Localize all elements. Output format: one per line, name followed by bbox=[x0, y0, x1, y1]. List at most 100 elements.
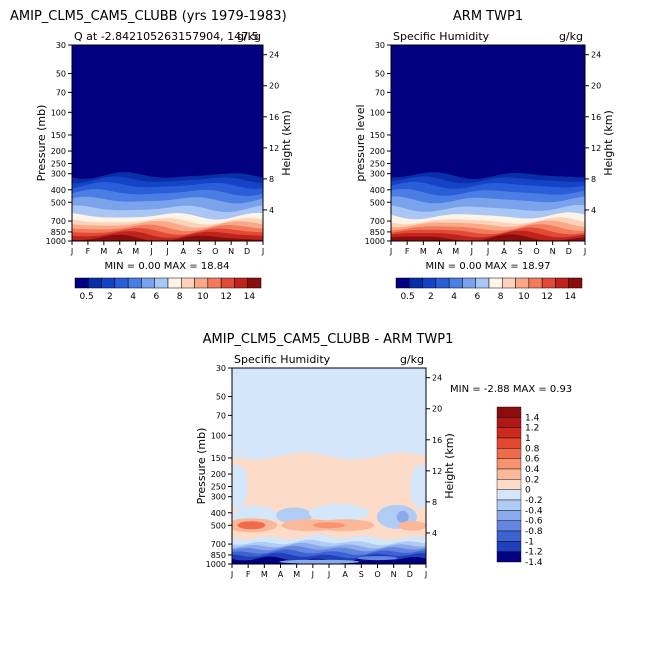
pressure-tick-label: 1000 bbox=[46, 237, 66, 246]
height-tick-label: 8 bbox=[591, 175, 596, 184]
contour-band bbox=[313, 522, 345, 529]
colorbar-diff: 1.41.210.80.60.40.20-0.2-0.4-0.6-0.8-1-1… bbox=[496, 406, 543, 568]
month-label: J bbox=[389, 247, 392, 256]
colorbar-label: 2 bbox=[107, 292, 113, 302]
height-tick-label: 24 bbox=[591, 51, 601, 60]
height-tick-label: 12 bbox=[269, 144, 279, 153]
colorbar-label: -0.6 bbox=[525, 517, 543, 527]
contour-band bbox=[232, 464, 248, 509]
height-tick-label: 4 bbox=[269, 206, 274, 215]
colorbar-label: -0.8 bbox=[525, 527, 543, 537]
colorbar-swatch bbox=[141, 277, 155, 289]
colorbar-label: 14 bbox=[565, 292, 577, 302]
contour-band bbox=[410, 464, 426, 509]
colorbar-label: 0.8 bbox=[525, 444, 540, 454]
colorbar-swatch bbox=[528, 277, 543, 289]
pressure-tick-label: 250 bbox=[370, 160, 385, 169]
pressure-tick-label: 50 bbox=[375, 70, 385, 79]
colorbar-swatch bbox=[496, 499, 522, 511]
pressure-tick-label: 70 bbox=[216, 411, 226, 420]
y-axis-label: Pressure (mb) bbox=[35, 105, 48, 182]
colorbar-swatch bbox=[167, 277, 182, 289]
pressure-tick-label: 700 bbox=[211, 540, 226, 549]
colorbar-swatch bbox=[220, 277, 235, 289]
colorbar-swatch bbox=[496, 489, 522, 501]
y-axis-label: Pressure (mb) bbox=[195, 428, 208, 505]
pressure-tick-label: 100 bbox=[370, 108, 385, 117]
panel-units: g/kg bbox=[400, 353, 424, 366]
height-tick-label: 16 bbox=[591, 113, 601, 122]
contour-band bbox=[308, 503, 369, 522]
panel-subtitle: Specific Humidity bbox=[393, 30, 490, 43]
month-label: J bbox=[470, 247, 473, 256]
stats-text: MIN = -2.88 MAX = 0.93 bbox=[450, 384, 572, 395]
height-tick-label: 4 bbox=[432, 529, 437, 538]
month-label: J bbox=[486, 247, 489, 256]
month-label: J bbox=[311, 570, 314, 579]
month-label: N bbox=[391, 570, 397, 579]
month-label: A bbox=[181, 247, 187, 256]
month-label: S bbox=[518, 247, 523, 256]
colorbar-swatch bbox=[181, 277, 195, 289]
contour-band bbox=[237, 521, 266, 530]
pressure-tick-label: 150 bbox=[370, 131, 385, 140]
month-label: J bbox=[149, 247, 152, 256]
colorbar-label: -0.2 bbox=[525, 496, 543, 506]
y-axis-label: pressure level bbox=[354, 104, 367, 181]
colorbar-label: -0.4 bbox=[525, 506, 543, 516]
panel-subtitle: Specific Humidity bbox=[234, 353, 331, 366]
colorbar-swatch bbox=[194, 277, 209, 289]
colorbar-swatch bbox=[422, 277, 437, 289]
panel-model: AMIP_CLM5_CAM5_CLUBB (yrs 1979-1983) Q at… bbox=[10, 9, 293, 272]
colorbar: 0.5 2 4 6 8 10 12 14 bbox=[74, 277, 262, 302]
panel-subtitle: Q at -2.842105263157904, 147.5 bbox=[74, 30, 259, 43]
colorbar-swatch bbox=[496, 458, 522, 470]
pressure-tick-label: 850 bbox=[370, 228, 385, 237]
colorbar-label: 0.6 bbox=[525, 455, 540, 465]
month-label: D bbox=[244, 247, 250, 256]
colorbar-swatch bbox=[496, 417, 522, 428]
colorbar-swatch bbox=[207, 277, 222, 289]
panel-units: g/kg bbox=[559, 30, 583, 43]
colorbar-swatch bbox=[496, 437, 522, 449]
pressure-tick-label: 400 bbox=[211, 509, 226, 518]
colorbar-label: 6 bbox=[475, 292, 481, 302]
height-tick-label: 20 bbox=[591, 82, 601, 91]
colorbar-swatch bbox=[502, 277, 516, 289]
colorbar-label: 1.2 bbox=[525, 424, 539, 434]
pressure-tick-label: 1000 bbox=[365, 237, 385, 246]
height-tick-label: 24 bbox=[432, 374, 442, 383]
pressure-tick-label: 70 bbox=[375, 88, 385, 97]
colorbar-label: 0 bbox=[525, 486, 531, 496]
colorbar-label: 8 bbox=[498, 292, 504, 302]
colorbar-label: 4 bbox=[451, 292, 457, 302]
panel-diff: AMIP_CLM5_CAM5_CLUBB - ARM TWP1 Specific … bbox=[195, 332, 572, 579]
pressure-tick-label: 200 bbox=[370, 147, 385, 156]
colorbar-swatch bbox=[496, 468, 522, 480]
pressure-tick-label: 50 bbox=[216, 393, 226, 402]
colorbar-swatch bbox=[496, 427, 522, 439]
colorbar-label: 0.5 bbox=[400, 292, 414, 302]
month-label: O bbox=[212, 247, 218, 256]
colorbar-label: -1 bbox=[525, 537, 534, 547]
month-label: F bbox=[86, 247, 91, 256]
colorbar-swatch bbox=[462, 277, 476, 289]
contour-band bbox=[357, 556, 398, 561]
pressure-tick-label: 150 bbox=[51, 131, 66, 140]
pressure-tick-label: 250 bbox=[51, 160, 66, 169]
pressure-tick-label: 850 bbox=[51, 228, 66, 237]
panel-units: g/kg bbox=[237, 30, 261, 43]
month-label: A bbox=[501, 247, 507, 256]
month-label: J bbox=[70, 247, 73, 256]
pressure-tick-label: 100 bbox=[211, 431, 226, 440]
pressure-tick-label: 200 bbox=[211, 470, 226, 479]
pressure-tick-label: 850 bbox=[211, 551, 226, 560]
colorbar-swatch bbox=[435, 277, 450, 289]
month-label: O bbox=[533, 247, 539, 256]
pressure-tick-label: 400 bbox=[370, 186, 385, 195]
month-label: S bbox=[359, 570, 364, 579]
panel-title: ARM TWP1 bbox=[453, 9, 523, 24]
pressure-tick-label: 100 bbox=[51, 108, 66, 117]
colorbar-label: 12 bbox=[541, 292, 552, 302]
